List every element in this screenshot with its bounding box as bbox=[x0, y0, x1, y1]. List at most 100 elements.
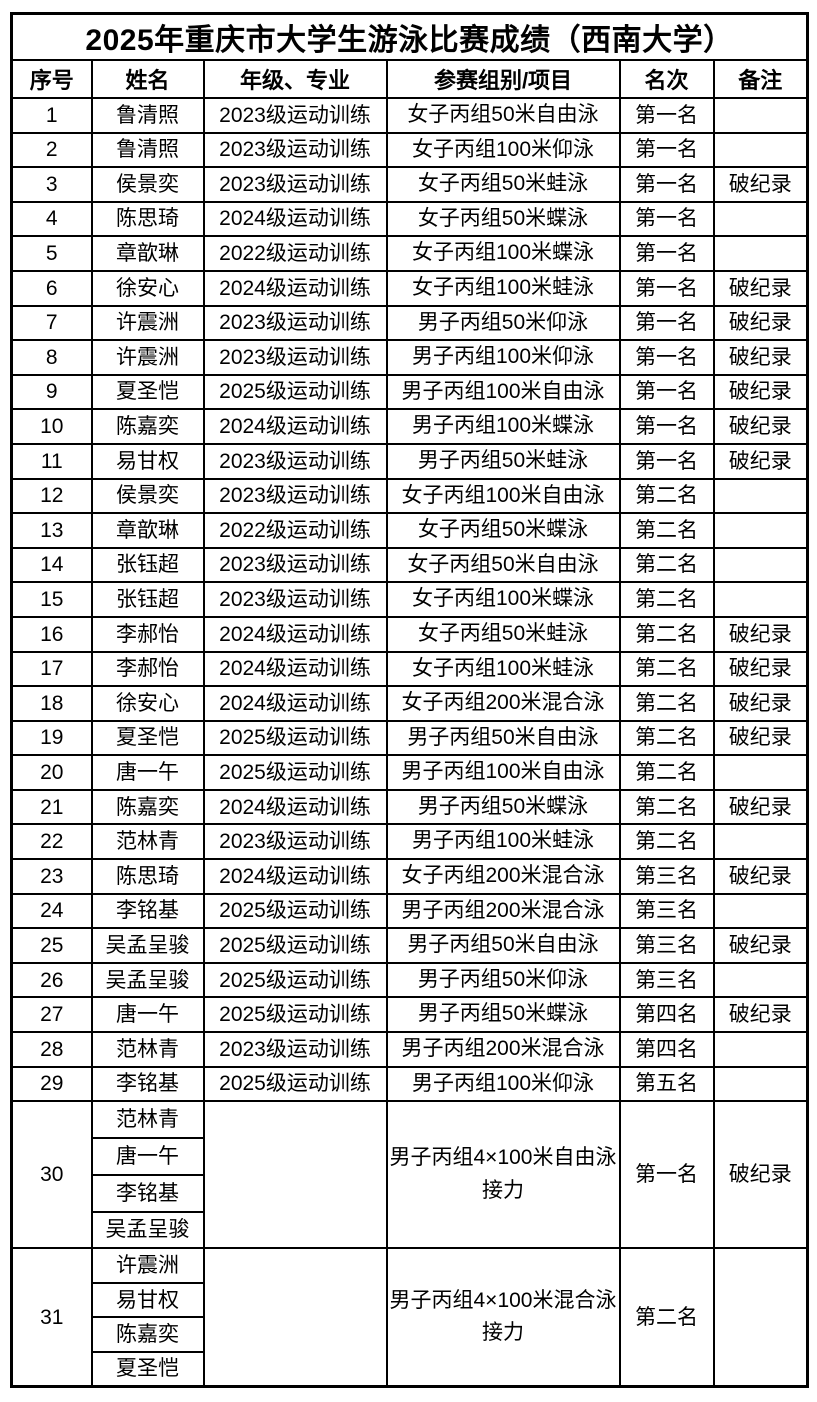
cell-name: 易甘权 bbox=[90, 442, 205, 480]
cell-note bbox=[712, 1031, 809, 1068]
cell-no: 17 bbox=[10, 650, 93, 688]
cell-grade: 2023级运动训练 bbox=[202, 442, 388, 480]
cell-grade: 2024级运动训练 bbox=[202, 200, 388, 238]
cell-no: 14 bbox=[10, 546, 93, 584]
cell-no: 2 bbox=[10, 131, 93, 169]
cell-rank: 第三名 bbox=[618, 961, 715, 999]
cell-no: 4 bbox=[10, 200, 93, 238]
cell-note: 破纪录 bbox=[712, 788, 809, 826]
cell-event: 男子丙组100米蛙泳 bbox=[385, 823, 621, 861]
column-header-event: 参赛组别/项目 bbox=[385, 59, 621, 99]
cell-no: 6 bbox=[10, 269, 93, 307]
cell-name: 夏圣恺 bbox=[90, 373, 205, 411]
cell-event: 女子丙组50米蝶泳 bbox=[385, 512, 621, 549]
cell-no: 31 bbox=[10, 1247, 93, 1388]
cell-event: 男子丙组50米仰泳 bbox=[385, 961, 621, 999]
table-row: 2 鲁清照 2023级运动训练 女子丙组100米仰泳 第一名 bbox=[10, 131, 809, 169]
cell-grade: 2024级运动训练 bbox=[202, 858, 388, 895]
cell-note: 破纪录 bbox=[712, 408, 809, 445]
cell-grade: 2025级运动训练 bbox=[202, 892, 388, 930]
cell-no: 16 bbox=[10, 615, 93, 653]
cell-note: 破纪录 bbox=[712, 858, 809, 895]
cell-grade: 2023级运动训练 bbox=[202, 339, 388, 376]
cell-grade: 2023级运动训练 bbox=[202, 581, 388, 618]
cell-rank: 第一名 bbox=[618, 97, 715, 134]
header-row: 序号 姓名 年级、专业 参赛组别/项目 名次 备注 bbox=[10, 59, 809, 99]
cell-relay-member: 李铭基 bbox=[90, 1173, 205, 1213]
cell-relay-member: 唐一午 bbox=[90, 1137, 205, 1176]
column-header-grade: 年级、专业 bbox=[202, 59, 388, 99]
cell-relay-member: 许震洲 bbox=[90, 1247, 205, 1284]
cell-rank: 第三名 bbox=[618, 858, 715, 895]
cell-rank: 第二名 bbox=[618, 754, 715, 791]
table-row: 9 夏圣恺 2025级运动训练 男子丙组100米自由泳 第一名 破纪录 bbox=[10, 373, 809, 411]
relay-sub-row: 唐一午 bbox=[12, 1137, 808, 1176]
relay-sub-row: 李铭基 bbox=[12, 1173, 808, 1213]
cell-no: 20 bbox=[10, 754, 93, 791]
cell-rank: 第三名 bbox=[618, 892, 715, 930]
cell-event: 男子丙组50米仰泳 bbox=[385, 304, 621, 342]
table-row: 16 李郝怡 2024级运动训练 女子丙组50米蛙泳 第二名 破纪录 bbox=[10, 615, 809, 653]
cell-rank: 第二名 bbox=[618, 615, 715, 653]
cell-relay-member: 易甘权 bbox=[90, 1281, 205, 1319]
cell-note: 破纪录 bbox=[712, 650, 809, 688]
cell-no: 1 bbox=[10, 97, 93, 134]
cell-no: 3 bbox=[10, 166, 93, 203]
page-title: 2025年重庆市大学生游泳比赛成绩（西南大学） bbox=[10, 12, 809, 61]
cell-rank: 第三名 bbox=[618, 927, 715, 964]
cell-rank: 第一名 bbox=[618, 1100, 715, 1250]
cell-event: 女子丙组200米混合泳 bbox=[385, 858, 621, 895]
cell-name: 唐一午 bbox=[90, 754, 205, 791]
column-header-no: 序号 bbox=[10, 59, 93, 99]
cell-name: 陈思琦 bbox=[90, 200, 205, 238]
cell-event: 男子丙组100米自由泳 bbox=[385, 754, 621, 791]
cell-grade: 2025级运动训练 bbox=[202, 373, 388, 411]
cell-no: 25 bbox=[10, 927, 93, 964]
table-row: 4 陈思琦 2024级运动训练 女子丙组50米蝶泳 第一名 bbox=[10, 200, 809, 238]
cell-note: 破纪录 bbox=[712, 996, 809, 1034]
cell-name: 张钰超 bbox=[90, 581, 205, 618]
cell-event: 男子丙组100米仰泳 bbox=[385, 339, 621, 376]
cell-grade: 2024级运动训练 bbox=[202, 685, 388, 722]
cell-name: 鲁清照 bbox=[90, 131, 205, 169]
table-row: 1 鲁清照 2023级运动训练 女子丙组50米自由泳 第一名 bbox=[10, 97, 809, 134]
cell-note: 破纪录 bbox=[712, 339, 809, 376]
cell-no: 10 bbox=[10, 408, 93, 445]
cell-event: 男子丙组50米自由泳 bbox=[385, 719, 621, 757]
cell-name: 张钰超 bbox=[90, 546, 205, 584]
cell-rank: 第一名 bbox=[618, 166, 715, 203]
table-row: 8 许震洲 2023级运动训练 男子丙组100米仰泳 第一名 破纪录 bbox=[10, 339, 809, 376]
cell-grade: 2023级运动训练 bbox=[202, 131, 388, 169]
cell-note bbox=[712, 754, 809, 791]
cell-rank: 第一名 bbox=[618, 339, 715, 376]
cell-name: 侯景奕 bbox=[90, 166, 205, 203]
table-row: 18 徐安心 2024级运动训练 女子丙组200米混合泳 第二名 破纪录 bbox=[10, 685, 809, 722]
column-header-name: 姓名 bbox=[90, 59, 205, 99]
cell-event: 女子丙组100米蝶泳 bbox=[385, 235, 621, 272]
relay-sub-row: 31 许震洲 男子丙组4×100米混合泳接力 第二名 bbox=[10, 1247, 809, 1388]
cell-name: 唐一午 bbox=[90, 996, 205, 1034]
cell-grade: 2025级运动训练 bbox=[202, 996, 388, 1034]
cell-event: 女子丙组50米蝶泳 bbox=[385, 200, 621, 238]
cell-name: 许震洲 bbox=[90, 339, 205, 376]
table-row: 14 张钰超 2023级运动训练 女子丙组50米自由泳 第二名 bbox=[10, 546, 809, 584]
table-row: 13 章歆琳 2022级运动训练 女子丙组50米蝶泳 第二名 bbox=[10, 512, 809, 549]
cell-event: 女子丙组100米仰泳 bbox=[385, 131, 621, 169]
table-row: 19 夏圣恺 2025级运动训练 男子丙组50米自由泳 第二名 破纪录 bbox=[10, 719, 809, 757]
cell-note bbox=[712, 477, 809, 515]
cell-grade: 2023级运动训练 bbox=[202, 166, 388, 203]
title-row: 2025年重庆市大学生游泳比赛成绩（西南大学） bbox=[10, 12, 809, 61]
relay-sub-row: 30 范林青 男子丙组4×100米自由泳接力 第一名 破纪录 bbox=[10, 1100, 809, 1250]
cell-grade: 2025级运动训练 bbox=[202, 927, 388, 964]
cell-name: 章歆琳 bbox=[90, 235, 205, 272]
cell-note bbox=[712, 823, 809, 861]
column-header-note: 备注 bbox=[712, 59, 809, 99]
table-row: 17 李郝怡 2024级运动训练 女子丙组100米蛙泳 第二名 破纪录 bbox=[10, 650, 809, 688]
cell-name: 陈思琦 bbox=[90, 858, 205, 895]
cell-note: 破纪录 bbox=[712, 166, 809, 203]
cell-no: 9 bbox=[10, 373, 93, 411]
cell-note bbox=[712, 512, 809, 549]
cell-grade: 2024级运动训练 bbox=[202, 788, 388, 826]
cell-grade: 2024级运动训练 bbox=[202, 650, 388, 688]
